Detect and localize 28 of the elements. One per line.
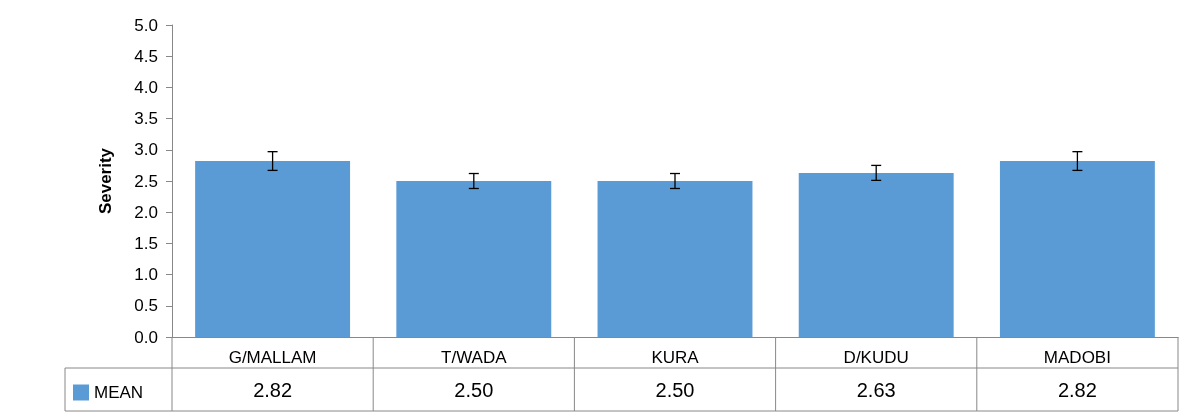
y-tick-label: 5.0 bbox=[134, 15, 158, 35]
bar bbox=[999, 161, 1155, 337]
y-tick-label: 1.0 bbox=[134, 265, 158, 285]
bar bbox=[195, 161, 351, 337]
y-tick-label: 0.5 bbox=[134, 296, 158, 316]
y-tick-label: 1.5 bbox=[134, 233, 158, 253]
data-label: 2.50 bbox=[454, 378, 494, 401]
x-tick-label: MADOBI bbox=[1043, 348, 1111, 367]
x-tick-label: T/WADA bbox=[441, 348, 508, 367]
y-tick-label: 4.5 bbox=[134, 46, 158, 66]
y-tick-label: 3.5 bbox=[134, 109, 158, 129]
data-label: 2.50 bbox=[655, 378, 695, 401]
bar bbox=[597, 181, 753, 337]
y-axis-title: Severity bbox=[96, 147, 115, 215]
data-label: 2.63 bbox=[856, 378, 896, 401]
x-tick-label: D/KUDU bbox=[843, 348, 909, 367]
legend-label: MEAN bbox=[94, 383, 144, 402]
y-tick-label: 3.0 bbox=[134, 140, 158, 160]
y-tick-label: 4.0 bbox=[134, 77, 158, 97]
x-tick-label: KURA bbox=[651, 348, 700, 367]
y-tick-label: 2.0 bbox=[134, 202, 158, 222]
bar bbox=[396, 181, 552, 337]
data-label: 2.82 bbox=[1057, 378, 1097, 401]
data-label: 2.82 bbox=[253, 378, 293, 401]
x-tick-label: G/MALLAM bbox=[228, 348, 317, 367]
y-tick-label: 0.0 bbox=[134, 327, 158, 347]
y-tick-label: 2.5 bbox=[134, 171, 158, 191]
bar bbox=[798, 172, 954, 337]
